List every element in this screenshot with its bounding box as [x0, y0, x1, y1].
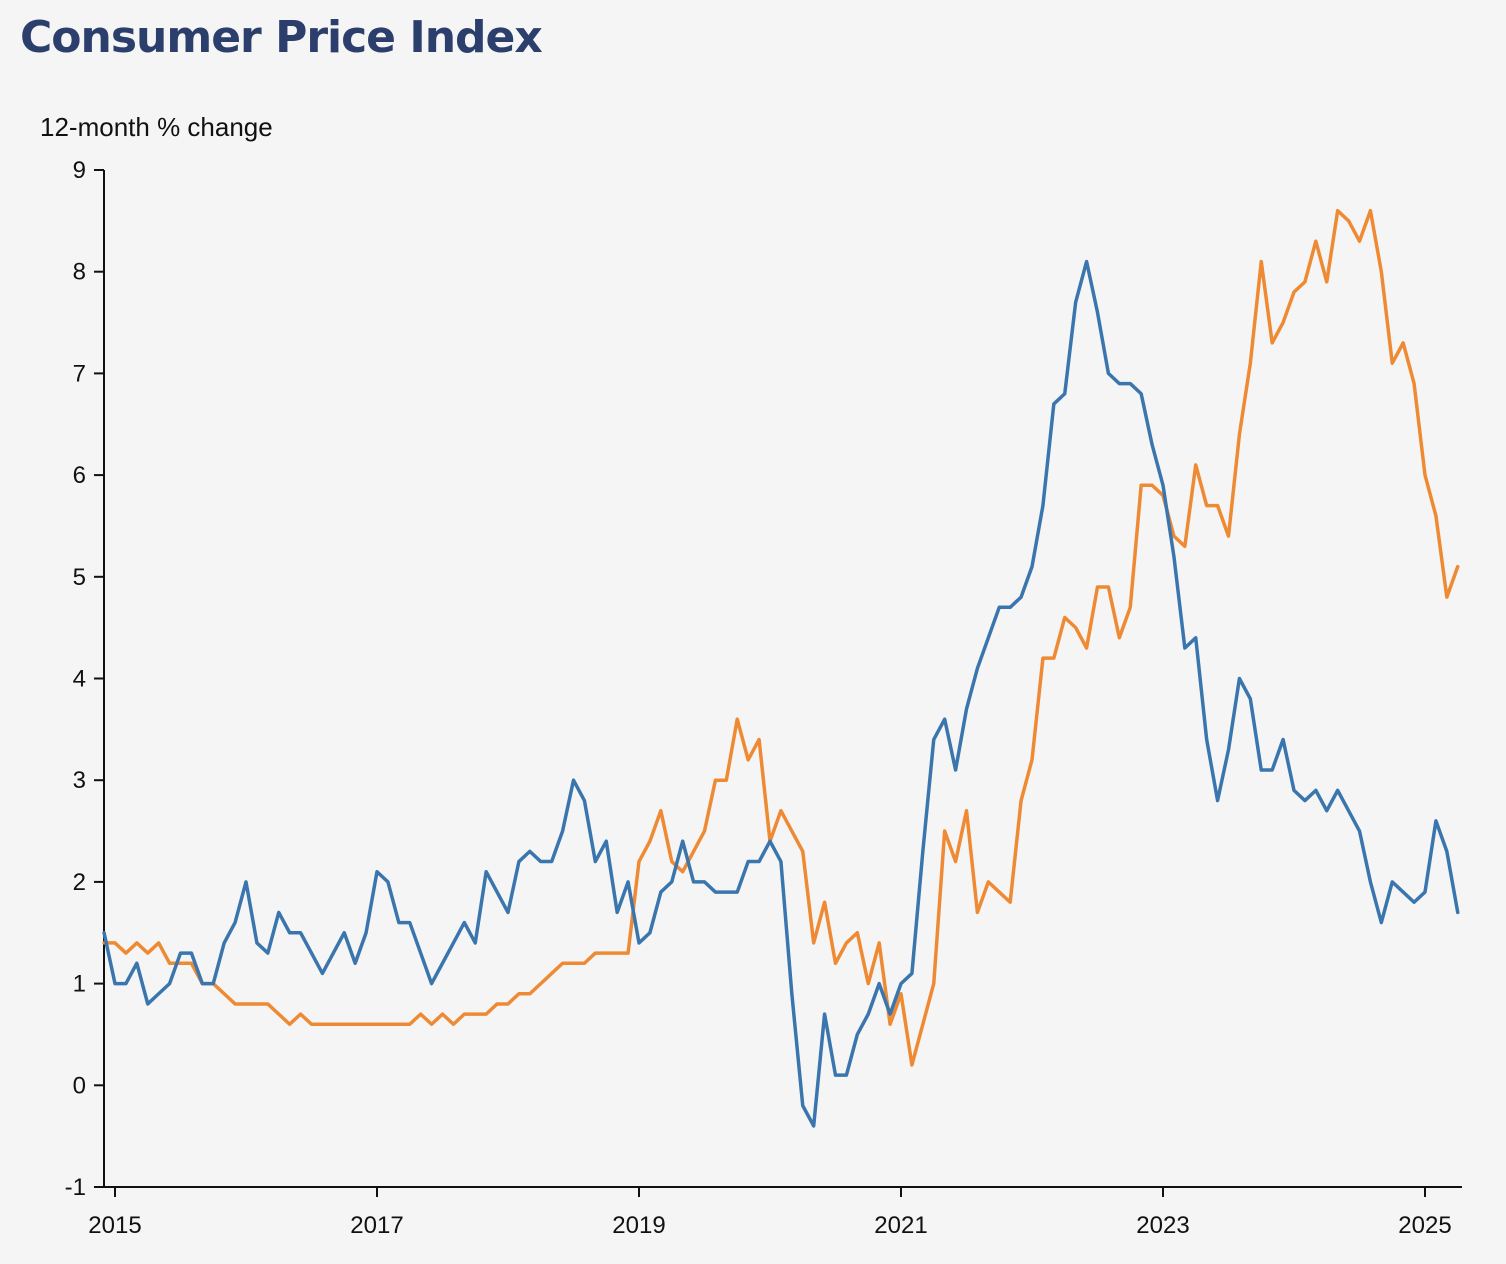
y-tick-label: 8 [73, 259, 86, 286]
chart-title: Consumer Price Index [20, 12, 543, 63]
x-tick-label: 2019 [612, 1212, 665, 1239]
series-lines [102, 208, 1460, 1128]
x-tick-label: 2023 [1136, 1212, 1189, 1239]
y-tick-label: 1 [73, 971, 86, 998]
y-tick-label: 5 [73, 564, 86, 591]
x-tick-label: 2025 [1398, 1212, 1451, 1239]
x-tick-label: 2015 [88, 1212, 141, 1239]
y-tick-label: 2 [73, 869, 86, 896]
y-axis: -1 0 1 2 3 4 5 6 7 8 9 [65, 157, 105, 1201]
y-tick-label: 7 [73, 360, 86, 387]
y-tick-label: 4 [73, 666, 86, 693]
y-axis-label: 12-month % change [40, 112, 273, 142]
series-line-1 [102, 259, 1460, 1128]
x-tick-label: 2017 [350, 1212, 403, 1239]
y-tick-label: 6 [73, 462, 86, 489]
y-tick-label: -1 [65, 1174, 86, 1201]
series-line-2 [102, 208, 1460, 1067]
x-tick-label: 2021 [874, 1212, 927, 1239]
y-tick-label: 3 [73, 767, 86, 794]
x-axis: 2015 2017 2019 2021 2023 2025 [88, 1186, 1462, 1239]
y-tick-label: 0 [73, 1072, 86, 1099]
y-tick-label: 9 [73, 157, 86, 184]
